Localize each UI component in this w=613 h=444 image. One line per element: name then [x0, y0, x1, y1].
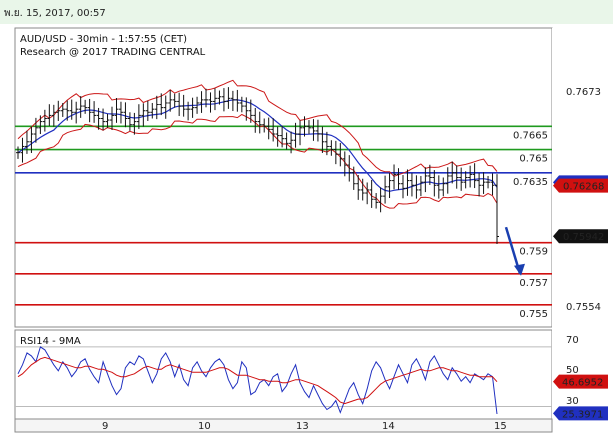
rsi-series-line: [17, 356, 498, 405]
price-tick-label: 0.7673: [566, 87, 601, 98]
rsi-tick-label: 70: [566, 335, 579, 346]
rsi-panel-title: RSI14 - 9MA: [20, 336, 81, 347]
price-tag: [553, 178, 608, 193]
price-axis-strip: [552, 28, 612, 419]
time-tick-label: 14: [382, 421, 395, 432]
date-label: พ.ย. 15, 2017, 00:57: [4, 8, 106, 19]
level-label: 0.765: [519, 154, 548, 165]
level-label: 0.7665: [513, 130, 548, 141]
price-tag-label: 0.76268: [563, 182, 604, 193]
price-tick-label: 0.7554: [566, 302, 601, 313]
main-chart-frame: [14, 27, 553, 328]
level-label: 0.7635: [513, 177, 548, 188]
rsi-panel-frame: [14, 329, 553, 420]
main-chart-subtitle: Research @ 2017 TRADING CENTRAL: [20, 47, 206, 58]
forecast-arrow-head: [514, 263, 525, 276]
header-bar: พ.ย. 15, 2017, 00:57: [0, 0, 613, 24]
main-chart-title: AUD/USD - 30min - 1:57:55 (CET): [20, 34, 187, 45]
bollinger-lower-band: [17, 113, 498, 209]
time-tick-label: 15: [494, 421, 507, 432]
rsi-series-line: [17, 346, 498, 415]
rsi-value-tag-label: 46.6952: [562, 378, 603, 389]
rsi-value-tag: [553, 406, 608, 421]
level-label: 0.757: [519, 278, 548, 289]
price-tag-label: 0.75942: [563, 232, 604, 243]
moving-average-line: [17, 99, 498, 192]
rsi-tick-label: 30: [566, 396, 579, 407]
level-label: 0.755: [519, 309, 548, 320]
price-tag: [553, 229, 608, 244]
rsi-value-tag: [553, 374, 608, 389]
time-tick-label: 10: [198, 421, 211, 432]
rsi-value-tag-label: 25.3971: [562, 409, 603, 420]
time-tick-label: 9: [102, 421, 108, 432]
level-label: 0.759: [519, 247, 548, 258]
bollinger-upper-band: [17, 79, 498, 177]
rsi-tick-label: 50: [566, 365, 579, 376]
time-tick-label: 13: [296, 421, 309, 432]
time-axis-strip: [14, 418, 553, 433]
